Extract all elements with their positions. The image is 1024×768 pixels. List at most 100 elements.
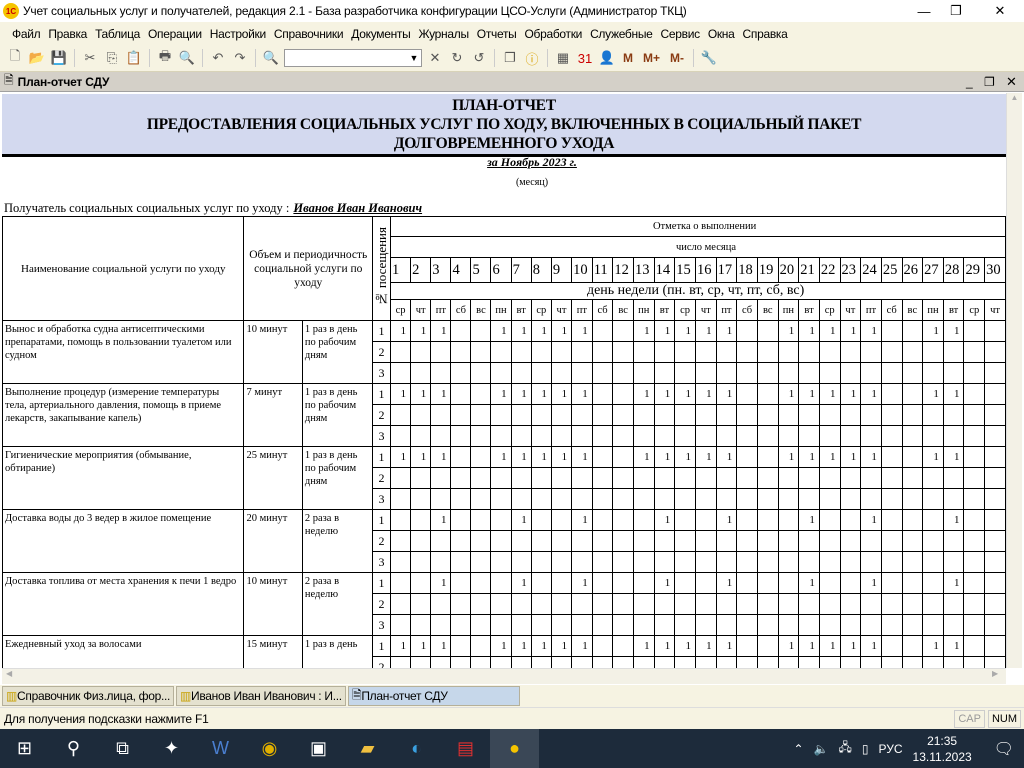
day-mark[interactable] <box>632 551 655 573</box>
day-mark[interactable]: 1 <box>632 320 655 342</box>
day-mark[interactable] <box>901 614 924 636</box>
day-mark[interactable] <box>922 467 944 489</box>
day-mark[interactable] <box>922 425 944 447</box>
day-mark[interactable] <box>550 614 573 636</box>
day-mark[interactable] <box>818 593 841 615</box>
day-mark[interactable] <box>880 383 903 405</box>
day-mark[interactable] <box>984 593 1006 615</box>
day-mark[interactable]: 1 <box>818 320 841 342</box>
day-mark[interactable] <box>450 614 472 636</box>
day-mark[interactable] <box>410 509 432 531</box>
day-mark[interactable] <box>963 341 986 363</box>
day-mark[interactable] <box>984 467 1006 489</box>
day-mark[interactable] <box>818 425 841 447</box>
day-mark[interactable]: 1 <box>430 320 452 342</box>
day-mark[interactable] <box>942 362 965 384</box>
day-mark[interactable]: 1 <box>715 509 738 531</box>
day-mark[interactable] <box>550 488 573 510</box>
clock[interactable]: 21:35 13.11.2023 <box>913 733 972 765</box>
day-mark[interactable] <box>550 656 573 668</box>
day-mark[interactable] <box>922 404 944 426</box>
day-mark[interactable] <box>942 593 965 615</box>
day-mark[interactable] <box>756 635 779 657</box>
day-mark[interactable] <box>694 404 717 426</box>
day-mark[interactable] <box>963 593 986 615</box>
window-tab-ivanov[interactable]: ▥ Иванов Иван Иванович : И... <box>176 686 346 706</box>
day-mark[interactable] <box>430 404 452 426</box>
day-mark[interactable] <box>653 404 676 426</box>
day-mark[interactable] <box>591 593 614 615</box>
day-mark[interactable] <box>736 614 758 636</box>
day-mark[interactable] <box>715 341 738 363</box>
day-mark[interactable] <box>715 551 738 573</box>
day-mark[interactable] <box>736 362 758 384</box>
day-mark[interactable]: 1 <box>389 320 412 342</box>
day-mark[interactable] <box>756 593 779 615</box>
day-mark[interactable] <box>880 488 903 510</box>
day-mark[interactable] <box>612 404 634 426</box>
day-mark[interactable]: 1 <box>798 635 820 657</box>
day-mark[interactable]: 1 <box>942 509 965 531</box>
day-mark[interactable] <box>591 467 614 489</box>
day-mark[interactable] <box>571 341 593 363</box>
day-mark[interactable]: 1 <box>674 383 696 405</box>
day-mark[interactable] <box>818 341 841 363</box>
day-mark[interactable] <box>963 467 986 489</box>
day-mark[interactable] <box>880 425 903 447</box>
day-mark[interactable] <box>410 404 432 426</box>
day-mark[interactable]: 1 <box>839 383 862 405</box>
day-mark[interactable]: 1 <box>922 635 944 657</box>
day-mark[interactable] <box>591 635 614 657</box>
menu-item[interactable]: Операции <box>148 26 202 41</box>
day-mark[interactable]: 1 <box>653 509 676 531</box>
day-mark[interactable] <box>715 530 738 552</box>
menu-item[interactable]: Служебные <box>590 26 653 41</box>
day-mark[interactable] <box>756 551 779 573</box>
day-mark[interactable]: 1 <box>571 446 593 468</box>
day-mark[interactable] <box>963 530 986 552</box>
day-mark[interactable] <box>674 509 696 531</box>
day-mark[interactable] <box>674 404 696 426</box>
day-mark[interactable] <box>632 572 655 594</box>
day-mark[interactable] <box>530 509 552 531</box>
day-mark[interactable] <box>694 341 717 363</box>
day-mark[interactable] <box>470 320 492 342</box>
day-mark[interactable] <box>736 446 758 468</box>
day-mark[interactable] <box>591 446 614 468</box>
day-mark[interactable] <box>880 635 903 657</box>
day-mark[interactable] <box>942 488 965 510</box>
day-mark[interactable] <box>470 551 492 573</box>
day-mark[interactable] <box>591 362 614 384</box>
day-mark[interactable] <box>777 425 800 447</box>
day-mark[interactable]: 1 <box>860 383 882 405</box>
day-mark[interactable] <box>530 404 552 426</box>
day-mark[interactable]: 1 <box>490 635 512 657</box>
day-mark[interactable] <box>839 341 862 363</box>
day-mark[interactable] <box>510 488 532 510</box>
day-mark[interactable] <box>984 362 1006 384</box>
day-mark[interactable] <box>880 341 903 363</box>
day-mark[interactable]: 1 <box>430 383 452 405</box>
day-mark[interactable] <box>880 572 903 594</box>
day-mark[interactable]: 1 <box>430 509 452 531</box>
day-mark[interactable]: 1 <box>922 320 944 342</box>
day-mark[interactable]: 1 <box>818 446 841 468</box>
day-mark[interactable] <box>632 341 655 363</box>
day-mark[interactable] <box>694 509 717 531</box>
day-mark[interactable] <box>984 572 1006 594</box>
day-mark[interactable] <box>470 509 492 531</box>
day-mark[interactable] <box>550 530 573 552</box>
day-mark[interactable] <box>510 404 532 426</box>
day-mark[interactable] <box>470 383 492 405</box>
day-mark[interactable]: 1 <box>777 320 800 342</box>
day-mark[interactable] <box>839 404 862 426</box>
media-icon[interactable]: ▣ <box>309 738 327 758</box>
day-mark[interactable] <box>736 341 758 363</box>
menu-item[interactable]: Документы <box>351 26 411 41</box>
day-mark[interactable] <box>632 656 655 668</box>
day-mark[interactable] <box>450 341 472 363</box>
day-mark[interactable] <box>798 362 820 384</box>
day-mark[interactable]: 1 <box>490 446 512 468</box>
day-mark[interactable] <box>591 509 614 531</box>
day-mark[interactable] <box>963 446 986 468</box>
